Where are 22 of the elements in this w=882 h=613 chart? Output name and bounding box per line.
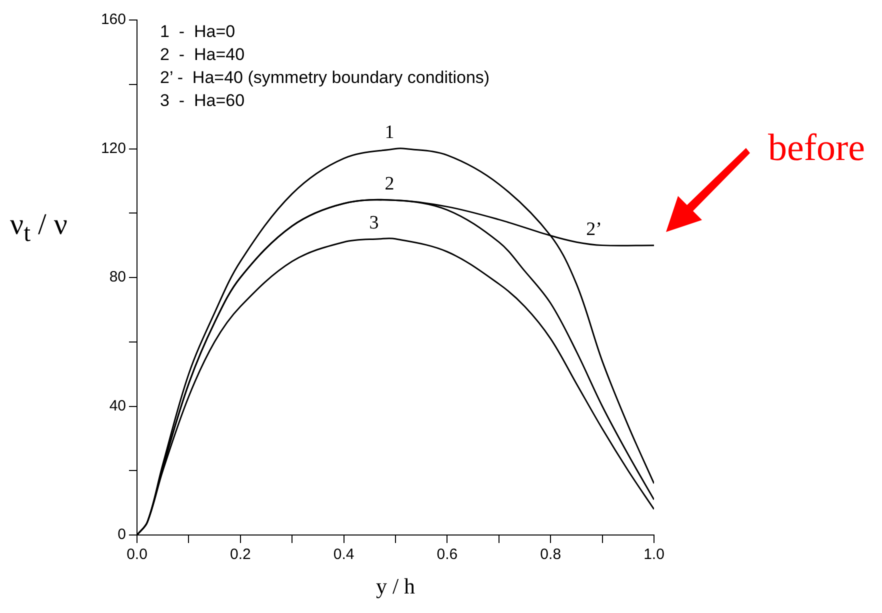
x-tick-label: 0.6 xyxy=(436,546,458,564)
x-axis-title: y / h xyxy=(376,574,416,599)
series-label: 3 xyxy=(369,212,379,234)
annotation: 3 - Ha=60 xyxy=(160,90,246,112)
y-tick-label: 120 xyxy=(100,140,126,157)
y-tick-label: 160 xyxy=(100,11,126,28)
y-tick-label: 0 xyxy=(118,526,126,544)
y-tick-label: 40 xyxy=(109,397,126,414)
y-axis-title: ν$_{t}$ / ν xyxy=(10,208,68,248)
x-tick-label: 0.8 xyxy=(540,546,562,564)
annotation: 2’ - Ha=40 (symmetry boundary conditions) xyxy=(160,67,490,89)
text: before xyxy=(768,126,866,170)
y-tick-label: 80 xyxy=(109,268,126,286)
x-tick-label: 0.0 xyxy=(126,546,148,564)
series-label: 2 xyxy=(384,174,394,195)
x-tick-label: 0.4 xyxy=(333,546,354,564)
annotation: 2 - Ha=40 xyxy=(160,44,246,66)
series-label: 1 xyxy=(384,122,394,144)
annotation: 1 - Ha=0 xyxy=(160,21,236,43)
series-label: 2’ xyxy=(586,218,602,240)
x-tick-label: 0.2 xyxy=(230,546,251,564)
x-tick-label: 1.0 xyxy=(644,546,664,564)
